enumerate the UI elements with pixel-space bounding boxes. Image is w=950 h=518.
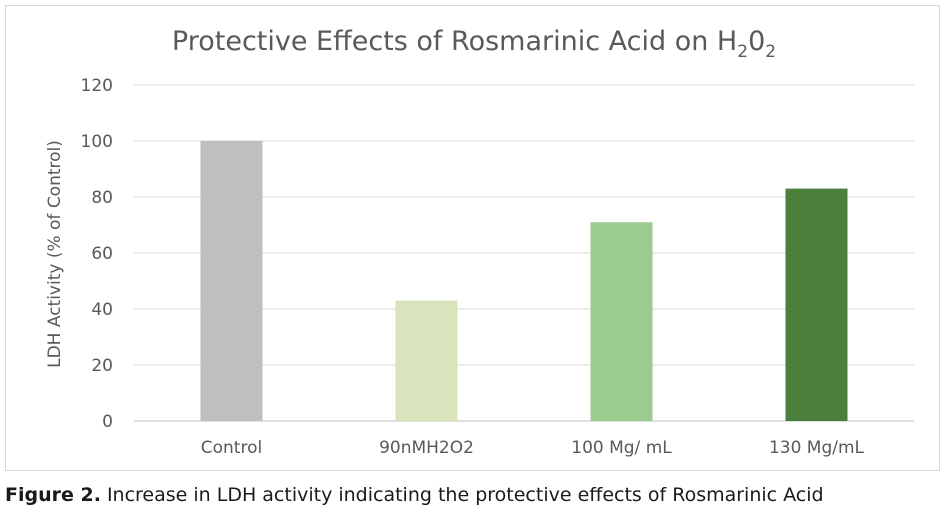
caption-label: Figure 2. [5,484,101,506]
y-tick-label: 20 [91,356,113,376]
y-tick-label: 120 [81,76,113,96]
gridlines [134,84,914,422]
y-axis-label: LDH Activity (% of Control) [45,140,65,368]
bar-3 [590,222,653,421]
chart-title-subscript-2: 2 [765,42,776,62]
y-tick-label: 60 [91,244,113,264]
chart-title-subscript-1: 2 [737,42,748,62]
bar-1 [200,141,263,421]
caption-text: Increase in LDH activity indicating the … [106,484,824,506]
bars [200,141,848,421]
x-tick-label: 130 Mg/mL [769,438,865,458]
x-tick-labels: Control 90nMH2O2 100 Mg/ mL 130 Mg/mL [201,438,865,458]
x-tick-label: 90nMH2O2 [379,438,474,458]
bar-2 [395,300,458,421]
chart-title-mid: 0 [748,26,765,57]
chart-frame [5,5,940,471]
y-tick-labels: 0 20 40 60 80 100 120 [81,76,113,432]
figure-caption: Figure 2. Increase in LDH activity indica… [5,484,824,506]
chart-title: Protective Effects of Rosmarinic Acid on… [172,26,776,62]
y-tick-label: 100 [81,132,113,152]
x-tick-label: 100 Mg/ mL [571,438,672,458]
bar-4 [785,188,848,421]
y-tick-label: 0 [102,412,113,432]
y-tick-label: 80 [91,188,113,208]
chart-title-main: Protective Effects of Rosmarinic Acid on… [172,26,737,57]
bar-chart: Protective Effects of Rosmarinic Acid on… [45,26,914,458]
x-tick-label: Control [201,438,262,458]
y-tick-label: 40 [91,300,113,320]
